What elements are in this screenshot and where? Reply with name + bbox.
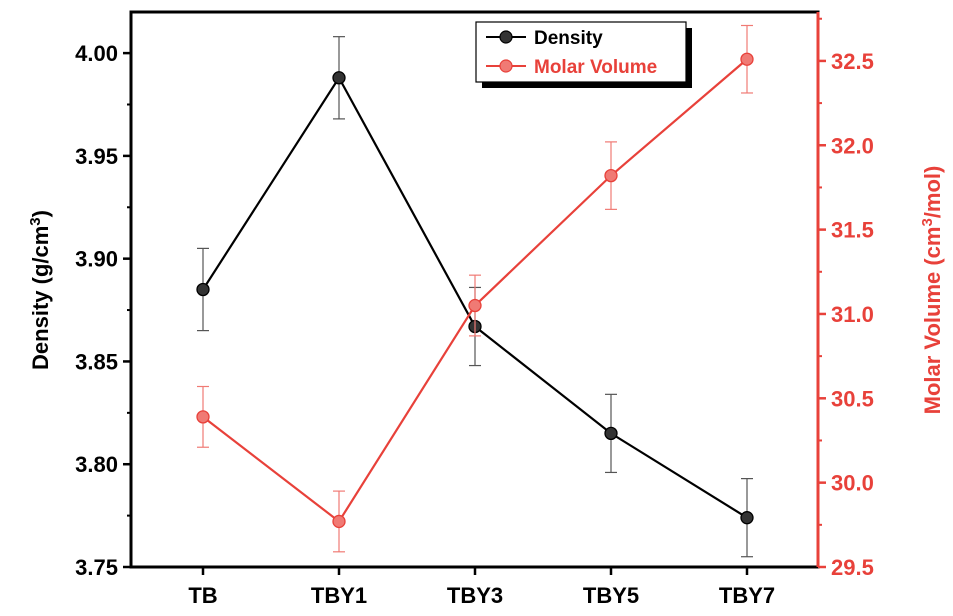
x-tick-label: TBY1	[311, 583, 367, 608]
legend: Density Molar Volume	[475, 21, 692, 88]
right-axis-title: Molar Volume (cm3/mol)	[919, 166, 946, 415]
right-tick-label: 31.5	[831, 218, 874, 243]
left-tick-label: 3.95	[75, 144, 118, 169]
data-point	[604, 168, 618, 183]
right-tick-label: 32.0	[831, 133, 874, 158]
right-tick-label: 31.0	[831, 302, 874, 327]
right-tick-label: 32.5	[831, 49, 874, 74]
right-y-axis: 29.5 30.0 30.5 31.0 31.5 32.0 32.5	[818, 17, 874, 580]
data-point	[740, 52, 754, 66]
right-tick-label: 30.0	[831, 471, 874, 496]
legend-box	[475, 21, 687, 83]
data-point	[196, 410, 210, 424]
x-tick-label: TBY7	[719, 583, 775, 608]
data-point	[332, 514, 346, 529]
x-tick-label: TBY5	[583, 583, 639, 608]
x-tick-label: TB	[188, 583, 217, 608]
left-tick-label: 4.00	[75, 41, 118, 66]
right-tick-label: 29.5	[831, 555, 874, 580]
data-point	[468, 298, 482, 313]
left-tick-label: 3.75	[75, 555, 118, 580]
legend-density-marker	[499, 30, 513, 44]
data-point	[740, 511, 754, 525]
left-tick-label: 3.90	[75, 247, 118, 272]
x-tick-label: TBY3	[447, 583, 503, 608]
legend-molar-marker	[499, 59, 513, 73]
data-point	[196, 282, 210, 297]
x-axis: TB TBY1 TBY3 TBY5 TBY7	[188, 567, 775, 608]
left-axis-title: Density (g/cm3)	[27, 210, 54, 370]
left-tick-label: 3.85	[75, 349, 118, 374]
left-tick-label: 3.80	[75, 452, 118, 477]
left-y-axis: 3.75 3.80 3.85 3.90 3.95 4.00	[75, 41, 131, 580]
data-point	[332, 71, 346, 85]
legend-density-label: Density	[534, 28, 603, 49]
series-layer	[196, 24, 754, 558]
data-point	[604, 426, 618, 441]
legend-molar-label: Molar Volume	[534, 57, 657, 78]
right-tick-label: 30.5	[831, 386, 874, 411]
